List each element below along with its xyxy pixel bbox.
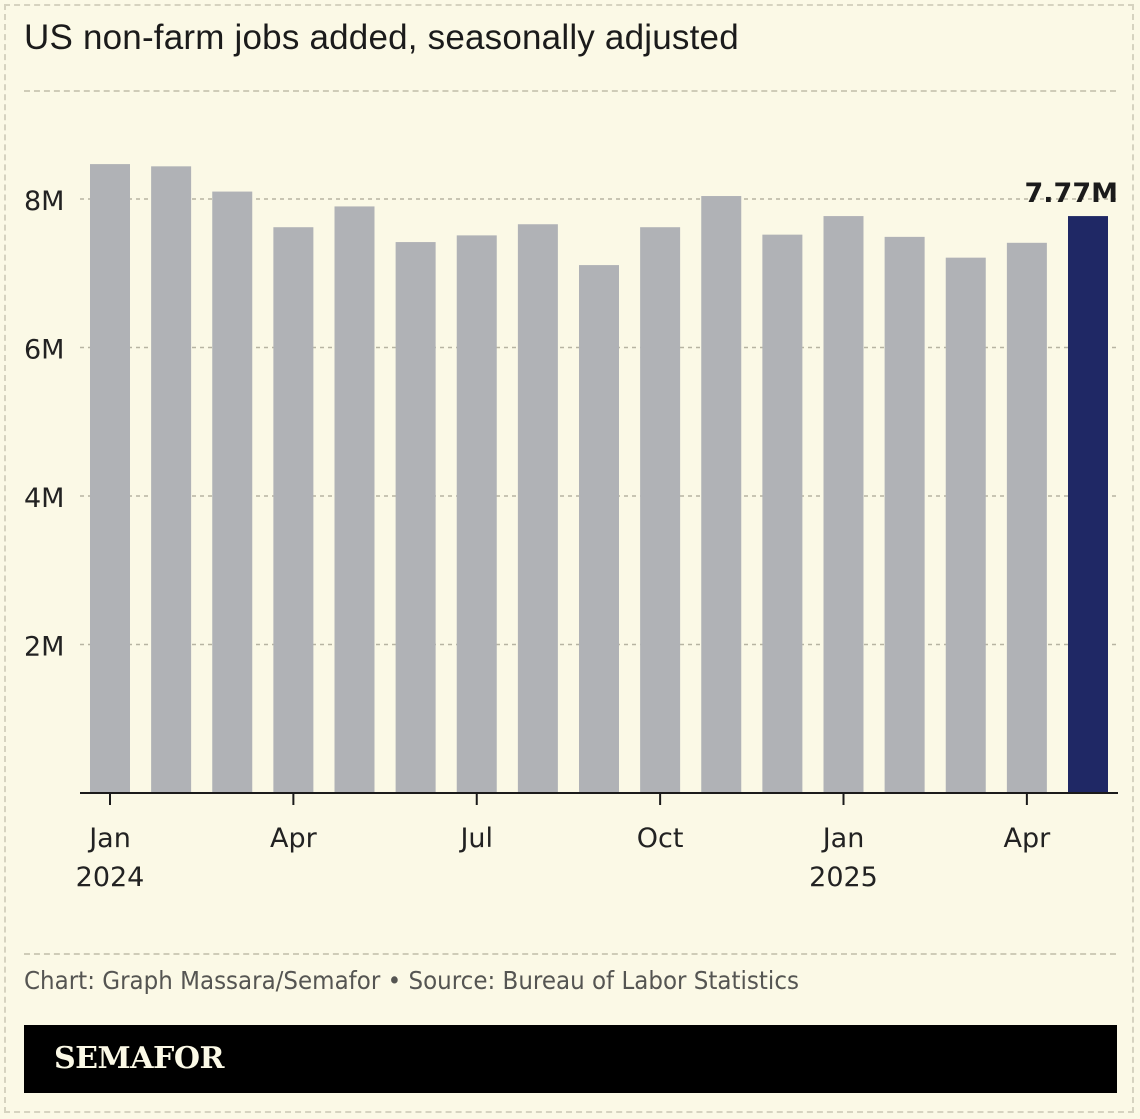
y-tick-label: 2M [24,632,64,663]
y-tick-label: 6M [24,335,64,366]
bar [945,257,986,794]
bar [395,242,436,793]
y-tick-label: 8M [24,186,64,217]
title-divider [24,90,1116,92]
bar [823,216,864,793]
chart-title: US non-farm jobs added, seasonally adjus… [24,18,739,57]
chart-credit: Chart: Graph Massara/Semafor • Source: B… [24,966,799,995]
bar [334,206,375,794]
bar [1006,242,1047,793]
x-tick-label: Jul [458,823,493,854]
y-tick-label: 4M [24,483,64,514]
semafor-logo: SEMAFOR [54,1041,224,1076]
bar [151,166,192,793]
chart-frame [4,4,1134,1113]
bar [701,196,742,793]
x-tick-label: Apr [270,823,318,854]
x-tick-label: Jan [821,823,865,854]
brand-bar: SEMAFOR [24,1025,1117,1093]
value-annotation: 7.77M [1025,178,1119,209]
bar [456,235,497,793]
x-tick-label: Oct [637,823,684,854]
bar-highlight [1068,216,1108,793]
bar [640,227,681,794]
x-tick-label: Apr [1004,823,1052,854]
bar [762,234,803,793]
footer-divider [24,953,1116,955]
bar [579,265,619,793]
bar [212,191,253,793]
bar [90,164,130,794]
x-tick-year-label: 2025 [809,862,878,893]
x-tick-year-label: 2024 [76,862,145,893]
bar [884,236,925,793]
bar-chart: 2M 4M 6M 8M 7.77M Jan 2024 Apr Jul Oct Jan 2025 Apr [24,164,1119,893]
x-tick-label: Jan [87,823,131,854]
bar [273,227,314,794]
bar [517,224,558,793]
